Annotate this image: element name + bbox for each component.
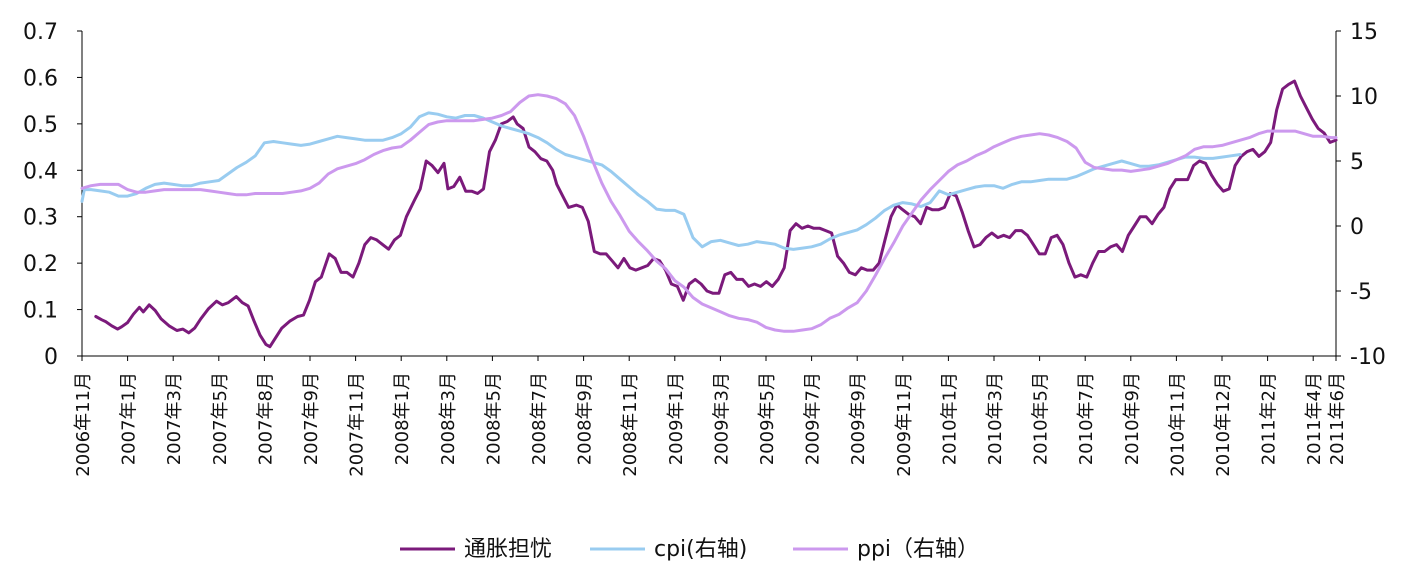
plot-frame xyxy=(81,31,1337,357)
x-tick-label: 2008年1月 xyxy=(392,372,413,465)
legend-label-0: 通胀担忧 xyxy=(464,537,552,562)
left-tick-label: 0.6 xyxy=(23,66,58,91)
left-tick-label: 0.7 xyxy=(23,20,58,45)
right-tick-label: 10 xyxy=(1350,85,1378,110)
right-tick-label: -5 xyxy=(1350,280,1372,305)
x-tick-label: 2010年11月 xyxy=(1167,372,1188,477)
x-tick-label: 2011年2月 xyxy=(1259,372,1280,465)
x-tick-label: 2010年1月 xyxy=(939,372,960,465)
series-line-1 xyxy=(80,111,1242,251)
x-tick-label: 2007年5月 xyxy=(210,372,231,465)
x-tick-label: 2008年7月 xyxy=(529,372,550,465)
x-tick-label: 2010年9月 xyxy=(1122,372,1143,465)
x-tick-label: 2006年11月 xyxy=(73,372,94,477)
left-tick-label: 0.4 xyxy=(23,159,58,184)
right-tick-label: 15 xyxy=(1350,20,1378,45)
left-tick-label: 0.2 xyxy=(23,252,58,277)
right-tick-label: -10 xyxy=(1350,345,1386,370)
legend: 通胀担忧 cpi(右轴) ppi（右轴） xyxy=(400,537,979,562)
x-tick-label: 2010年12月 xyxy=(1213,372,1234,477)
x-tick-label: 2010年3月 xyxy=(985,372,1006,465)
x-tick-label: 2008年9月 xyxy=(575,372,596,465)
x-tick-label: 2008年5月 xyxy=(483,372,504,465)
x-axis-ticks: 2006年11月 2007年1月 2007年3月 2007年5月 2007年8月 2007… xyxy=(73,356,1348,477)
x-tick-label: 2007年3月 xyxy=(164,372,185,465)
x-tick-label: 2009年9月 xyxy=(848,372,869,465)
right-tick-label: 5 xyxy=(1350,150,1364,175)
x-tick-label: 2011年6月 xyxy=(1327,372,1348,465)
x-tick-label: 2008年11月 xyxy=(620,372,641,477)
right-tick-label: 0 xyxy=(1350,215,1364,240)
left-tick-label: 0 xyxy=(44,345,58,370)
x-tick-label: 2011年4月 xyxy=(1304,372,1325,465)
left-tick-label: 0.1 xyxy=(23,299,58,324)
x-tick-label: 2010年5月 xyxy=(1031,372,1052,465)
series-layer xyxy=(80,79,1338,349)
x-tick-label: 2007年1月 xyxy=(119,372,140,465)
series-line-0 xyxy=(94,79,1338,349)
series-line-2 xyxy=(80,93,1338,333)
x-tick-label: 2009年7月 xyxy=(803,372,824,465)
right-axis-ticks: -10 -5 0 5 10 15 xyxy=(1336,20,1386,370)
x-tick-label: 2007年9月 xyxy=(301,372,322,465)
left-axis-ticks: 0 0.1 0.2 0.3 0.4 0.5 0.6 0.7 xyxy=(23,20,82,370)
x-tick-label: 2010年7月 xyxy=(1076,372,1097,465)
x-tick-label: 2008年3月 xyxy=(438,372,459,465)
left-tick-label: 0.5 xyxy=(23,113,58,138)
x-tick-label: 2009年1月 xyxy=(666,372,687,465)
x-tick-label: 2009年3月 xyxy=(711,372,732,465)
legend-label-1: cpi(右轴) xyxy=(654,537,747,562)
left-tick-label: 0.3 xyxy=(23,206,58,231)
x-tick-label: 2009年11月 xyxy=(894,372,915,477)
x-tick-label: 2009年5月 xyxy=(757,372,778,465)
legend-label-2: ppi（右轴） xyxy=(857,537,979,562)
x-tick-label: 2007年11月 xyxy=(347,372,368,477)
x-tick-label: 2007年8月 xyxy=(255,372,276,465)
